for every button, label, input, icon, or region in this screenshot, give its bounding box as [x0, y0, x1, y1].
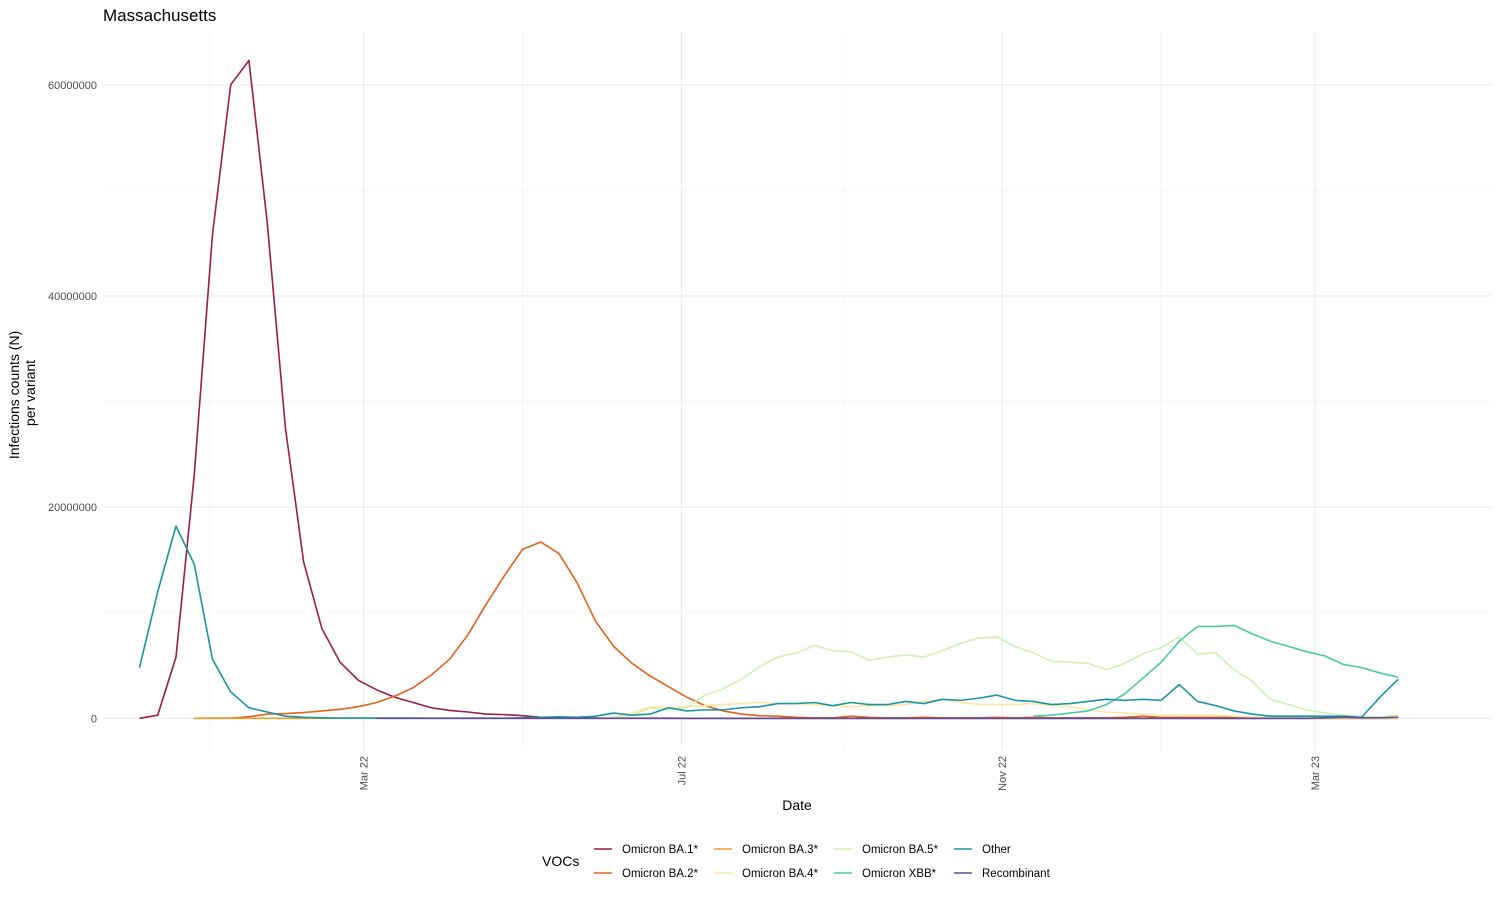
- legend-item-omicron-ba-2: Omicron BA.2*: [594, 868, 699, 880]
- legend-label: Omicron BA.5*: [862, 844, 939, 856]
- x-axis-title: Date: [782, 797, 812, 813]
- series-lines: [138, 59, 1399, 720]
- legend-item-recombinant: Recombinant: [954, 868, 1051, 880]
- legend-item-omicron-xbb: Omicron XBB*: [834, 868, 937, 880]
- y-tick-label: 0: [91, 713, 97, 725]
- minor-gridlines-horizontal: [103, 189, 1492, 614]
- legend-label: Other: [982, 844, 1011, 856]
- x-tick-label: Nov 22: [997, 756, 1009, 791]
- legend: VOCs Omicron BA.1* Omicron BA.2* Omicron B…: [542, 844, 1051, 880]
- legend-title: VOCs: [542, 853, 579, 869]
- legend-label: Recombinant: [982, 868, 1051, 880]
- legend-item-omicron-ba-4: Omicron BA.4*: [714, 868, 819, 880]
- series-line-other: [138, 525, 1399, 720]
- y-axis-ticks: 0 20000000 40000000 60000000: [48, 80, 97, 726]
- series-line-omicron-xbb: [1033, 624, 1399, 718]
- series-line-omicron-ba-5: [595, 636, 1399, 720]
- series-line-omicron-ba-2: [194, 541, 1399, 720]
- chart-title: Massachusetts: [103, 6, 216, 25]
- series-line-omicron-ba-1: [139, 59, 1399, 720]
- y-tick-label: 60000000: [48, 80, 97, 92]
- minor-gridlines-vertical: [209, 32, 1162, 750]
- x-tick-label: Jul 22: [677, 756, 689, 785]
- legend-label: Omicron BA.2*: [622, 868, 699, 880]
- legend-item-omicron-ba-5: Omicron BA.5*: [834, 844, 939, 856]
- legend-label: Omicron BA.1*: [622, 844, 699, 856]
- y-tick-label: 20000000: [48, 502, 97, 514]
- legend-label: Omicron XBB*: [862, 868, 937, 880]
- legend-label: Omicron BA.3*: [742, 844, 819, 856]
- legend-label: Omicron BA.4*: [742, 868, 819, 880]
- x-axis-ticks: Mar 22 Jul 22 Nov 22 Mar 23: [359, 756, 1322, 791]
- y-axis-title-line-2: per variant: [22, 360, 38, 426]
- series-line-recombinant: [376, 716, 1399, 720]
- x-tick-label: Mar 23: [1310, 756, 1322, 790]
- y-axis-title-line-1: Infections counts (N): [6, 331, 22, 459]
- legend-item-omicron-ba-1: Omicron BA.1*: [594, 844, 699, 856]
- y-tick-label: 40000000: [48, 291, 97, 303]
- legend-item-other: Other: [954, 844, 1011, 856]
- major-gridlines-vertical: [363, 32, 1316, 750]
- y-axis-title: Infections counts (N) per variant: [6, 327, 38, 459]
- x-tick-label: Mar 22: [359, 756, 371, 790]
- series-line-omicron-ba-4: [595, 698, 1399, 720]
- legend-item-omicron-ba-3: Omicron BA.3*: [714, 844, 819, 856]
